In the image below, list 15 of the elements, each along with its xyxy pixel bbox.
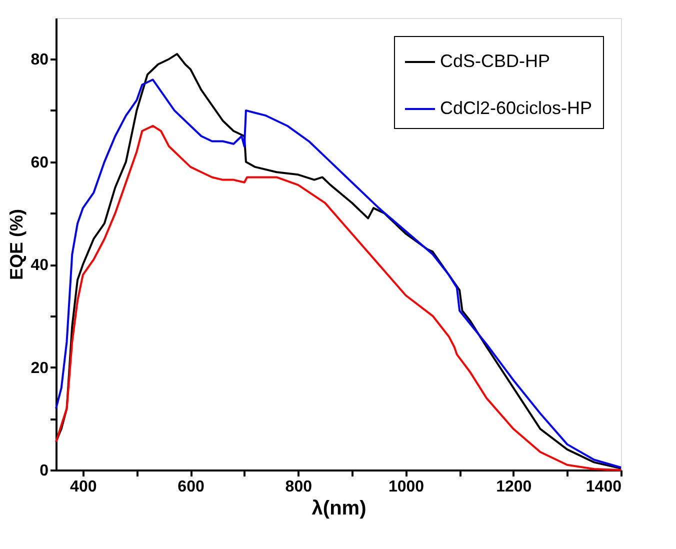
y-tick-label: 20 bbox=[30, 360, 49, 377]
y-tick-label: 40 bbox=[30, 257, 49, 274]
y-tick-label: 60 bbox=[30, 154, 49, 172]
y-tick-label: 0 bbox=[40, 462, 49, 480]
x-axis-title: λ(nm) bbox=[312, 498, 366, 520]
x-tick-label: 1200 bbox=[496, 478, 532, 496]
x-tick-label: 1400 bbox=[586, 478, 622, 496]
y-axis-title: EQE (%) bbox=[6, 208, 27, 280]
legend-label: CdS-CBD-HP bbox=[440, 51, 550, 71]
x-tick-label: 1000 bbox=[388, 478, 424, 496]
x-tick-label: 400 bbox=[70, 478, 97, 496]
x-tick-label: 800 bbox=[285, 478, 312, 496]
x-tick-label: 600 bbox=[178, 478, 204, 496]
legend-label: CdCl2-60ciclos-HP bbox=[440, 98, 592, 118]
y-tick-label: 80 bbox=[30, 52, 49, 69]
